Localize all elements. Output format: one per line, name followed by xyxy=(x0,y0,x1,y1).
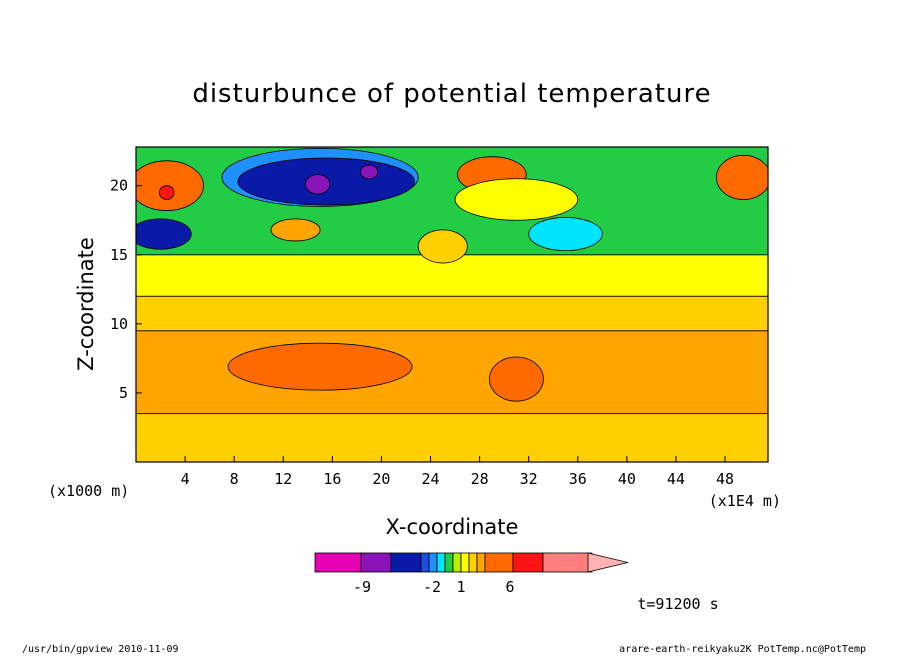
time-label: t=91200 s xyxy=(637,595,718,613)
contour-region-15 xyxy=(454,178,579,221)
colorbar-swatch-5 xyxy=(428,552,438,573)
x-scale-note: (x1E4 m) xyxy=(709,492,781,510)
colorbar-swatch-9 xyxy=(460,552,470,573)
y-tick-label: 20 xyxy=(110,177,128,195)
y-axis-label: Z-coordinate xyxy=(74,237,98,371)
x-tick-label: 20 xyxy=(372,470,390,488)
contour-region-1 xyxy=(227,342,413,391)
x-tick-label: 32 xyxy=(520,470,538,488)
contour-region-6 xyxy=(360,164,379,180)
colorbar-swatch-12 xyxy=(484,552,514,573)
contour-region-14 xyxy=(417,229,468,264)
footer-left: /usr/bin/gpview 2010-11-09 xyxy=(22,644,179,654)
colorbar-label-4: 6 xyxy=(505,578,514,596)
x-tick-label: 36 xyxy=(569,470,587,488)
x-unit-label: (x1000 m) xyxy=(48,482,129,500)
colorbar-swatch-8 xyxy=(452,552,462,573)
x-tick-label: 48 xyxy=(716,470,734,488)
colorbar-swatch-3 xyxy=(390,552,422,573)
contour-region-8 xyxy=(136,160,204,211)
colorbar-swatch-13 xyxy=(512,552,544,573)
y-tick-label: 15 xyxy=(110,246,128,264)
y-tick-label: 5 xyxy=(119,384,128,402)
x-tick-label: 40 xyxy=(618,470,636,488)
contour-region-12 xyxy=(270,218,321,242)
plot-area xyxy=(136,147,768,462)
x-axis-label: X-coordinate xyxy=(386,515,519,539)
contour-region-2 xyxy=(489,356,544,402)
colorbar-swatch-14 xyxy=(542,552,593,573)
colorbar-swatch-1 xyxy=(314,552,362,573)
x-tick-label: 12 xyxy=(274,470,292,488)
colorbar-extend-arrow xyxy=(587,552,629,573)
x-tick-label: 4 xyxy=(181,470,190,488)
colorbar-swatch-7 xyxy=(444,552,454,573)
x-tick-label: 8 xyxy=(230,470,239,488)
colorbar-label-1: -9 xyxy=(353,578,371,596)
colorbar-swatch-11 xyxy=(476,552,486,573)
chart-title: disturbunce of potential temperature xyxy=(192,79,711,109)
contour-band-1 xyxy=(136,413,768,462)
contour-region-11 xyxy=(716,154,768,200)
contour-region-5 xyxy=(304,174,331,195)
colorbar-swatch-2 xyxy=(360,552,392,573)
colorbar-label-3: 1 xyxy=(456,578,465,596)
x-tick-label: 16 xyxy=(323,470,341,488)
colorbar-swatch-6 xyxy=(436,552,446,573)
y-tick-label: 10 xyxy=(110,315,128,333)
x-tick-label: 28 xyxy=(471,470,489,488)
colorbar-label-2: -2 xyxy=(423,578,441,596)
contour-band-3 xyxy=(136,295,768,332)
contour-region-13 xyxy=(528,217,603,252)
plot-frame xyxy=(135,146,769,463)
contour-region-7 xyxy=(136,218,192,250)
contour-region-9 xyxy=(158,185,175,200)
colorbar xyxy=(314,552,629,573)
colorbar-swatch-4 xyxy=(420,552,430,573)
footer-right: arare-earth-reikyaku2K_PotTemp.nc@PotTem… xyxy=(619,644,866,654)
x-tick-label: 24 xyxy=(421,470,439,488)
colorbar-swatch-10 xyxy=(468,552,478,573)
x-tick-label: 44 xyxy=(667,470,685,488)
